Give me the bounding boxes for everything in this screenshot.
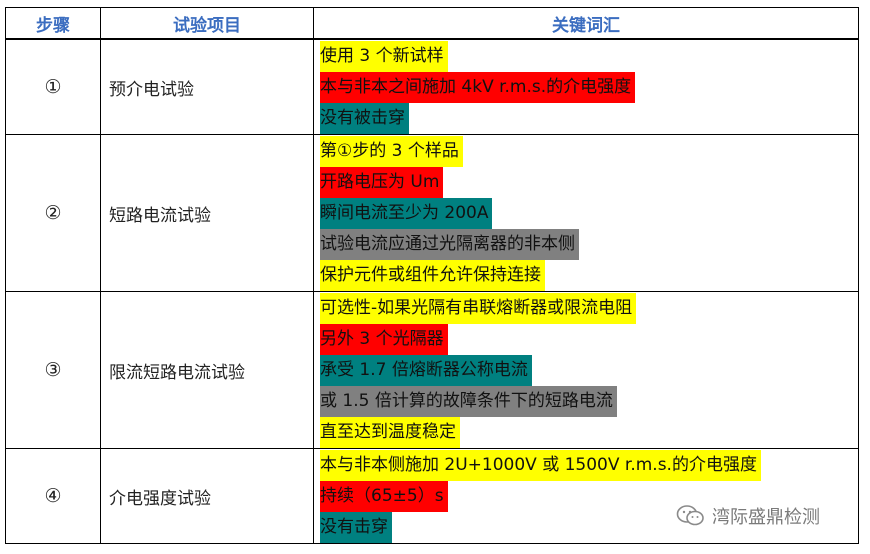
table-header-row: 步骤 试验项目 关键词汇	[5, 7, 859, 40]
step-number: ④	[5, 448, 101, 544]
header-step: 步骤	[5, 7, 101, 40]
keyword-highlight: 第①步的 3 个样品	[320, 136, 463, 167]
table-row: ① 预介电试验 使用 3 个新试样 本与非本之间施加 4kV r.m.s.的介电…	[5, 38, 859, 135]
keyword-highlight: 没有被击穿	[320, 103, 409, 134]
keyword-highlight: 瞬间电流至少为 200A	[320, 198, 493, 229]
header-test-item: 试验项目	[100, 7, 314, 40]
keyword-highlight: 另外 3 个光隔器	[320, 324, 448, 355]
keyword-highlight: 保护元件或组件允许保持连接	[320, 260, 545, 291]
keyword-highlight: 直至达到温度稳定	[320, 417, 460, 448]
header-keywords: 关键词汇	[313, 7, 859, 40]
test-item-name: 预介电试验	[100, 38, 314, 135]
test-item-name: 限流短路电流试验	[100, 291, 314, 449]
keyword-cell: 本与非本侧施加 2U+1000V 或 1500V r.m.s.的介电强度 持续（…	[313, 448, 859, 544]
test-item-name: 介电强度试验	[100, 448, 314, 544]
keyword-highlight: 没有击穿	[320, 512, 392, 543]
step-number: ③	[5, 291, 101, 449]
keyword-highlight: 持续（65±5）s	[320, 481, 448, 512]
step-number: ①	[5, 38, 101, 135]
table-row: ③ 限流短路电流试验 可选性-如果光隔有串联熔断器或限流电阻 另外 3 个光隔器…	[5, 291, 859, 449]
keyword-highlight: 开路电压为 Um	[320, 167, 444, 198]
keyword-cell: 第①步的 3 个样品 开路电压为 Um 瞬间电流至少为 200A 试验电流应通过…	[313, 134, 859, 292]
test-steps-table: 步骤 试验项目 关键词汇 ① 预介电试验 使用 3 个新试样 本与非本之间施加 …	[5, 7, 859, 544]
keyword-highlight: 承受 1.7 倍熔断器公称电流	[320, 355, 532, 386]
step-number: ②	[5, 134, 101, 292]
keyword-cell: 可选性-如果光隔有串联熔断器或限流电阻 另外 3 个光隔器 承受 1.7 倍熔断…	[313, 291, 859, 449]
keyword-highlight: 可选性-如果光隔有串联熔断器或限流电阻	[320, 293, 637, 324]
keyword-highlight: 使用 3 个新试样	[320, 41, 448, 72]
table-row: ④ 介电强度试验 本与非本侧施加 2U+1000V 或 1500V r.m.s.…	[5, 448, 859, 544]
keyword-highlight: 本与非本之间施加 4kV r.m.s.的介电强度	[320, 72, 636, 103]
wechat-icon	[676, 504, 706, 528]
watermark: 湾际盛鼎检测	[676, 503, 820, 529]
keyword-highlight: 本与非本侧施加 2U+1000V 或 1500V r.m.s.的介电强度	[320, 450, 761, 481]
keyword-highlight: 或 1.5 倍计算的故障条件下的短路电流	[320, 386, 617, 417]
keyword-highlight: 试验电流应通过光隔离器的非本侧	[320, 229, 579, 260]
keyword-cell: 使用 3 个新试样 本与非本之间施加 4kV r.m.s.的介电强度 没有被击穿	[313, 38, 859, 135]
table-row: ② 短路电流试验 第①步的 3 个样品 开路电压为 Um 瞬间电流至少为 200…	[5, 134, 859, 292]
test-item-name: 短路电流试验	[100, 134, 314, 292]
watermark-text: 湾际盛鼎检测	[712, 507, 820, 528]
